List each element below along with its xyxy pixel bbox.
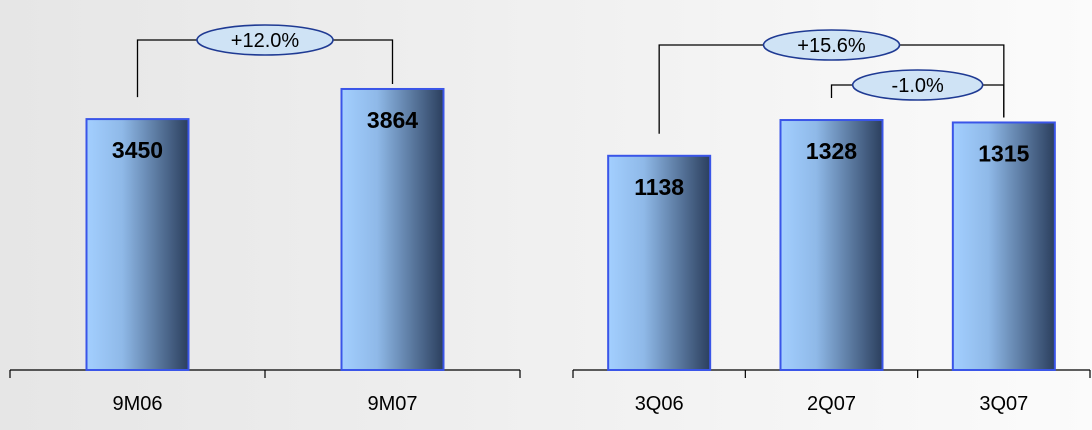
data-label: 1315 <box>978 140 1029 166</box>
change-ellipse <box>851 69 984 101</box>
change-ellipse <box>196 24 334 56</box>
data-label: 1328 <box>806 138 857 164</box>
bar-2q07 <box>779 119 884 371</box>
chart-quarterly: 1138 3Q06 1328 2Q07 1315 3Q07 +15.6% -1.0% <box>572 29 1091 415</box>
change-ellipse <box>762 29 901 61</box>
change-label: -1.0% <box>892 75 944 97</box>
category-tick-label: 2Q07 <box>807 393 856 415</box>
category-tick-label: 9M06 <box>112 393 162 415</box>
change-label: +12.0% <box>231 30 300 52</box>
data-label: 3864 <box>367 107 418 133</box>
data-label: 3450 <box>112 137 163 163</box>
chart-nine-months: 3450 9M06 3864 9M07 +12.0% <box>9 24 521 415</box>
data-label: 1138 <box>634 174 684 200</box>
bar-9m07 <box>340 87 445 372</box>
bar-9m06 <box>85 118 190 371</box>
bar-3q07 <box>951 121 1056 372</box>
category-tick-label: 3Q06 <box>635 393 684 415</box>
category-tick-label: 9M07 <box>367 393 417 415</box>
category-tick-label: 3Q07 <box>979 393 1028 415</box>
change-label: +15.6% <box>797 35 866 57</box>
bar-3q06 <box>607 154 712 371</box>
